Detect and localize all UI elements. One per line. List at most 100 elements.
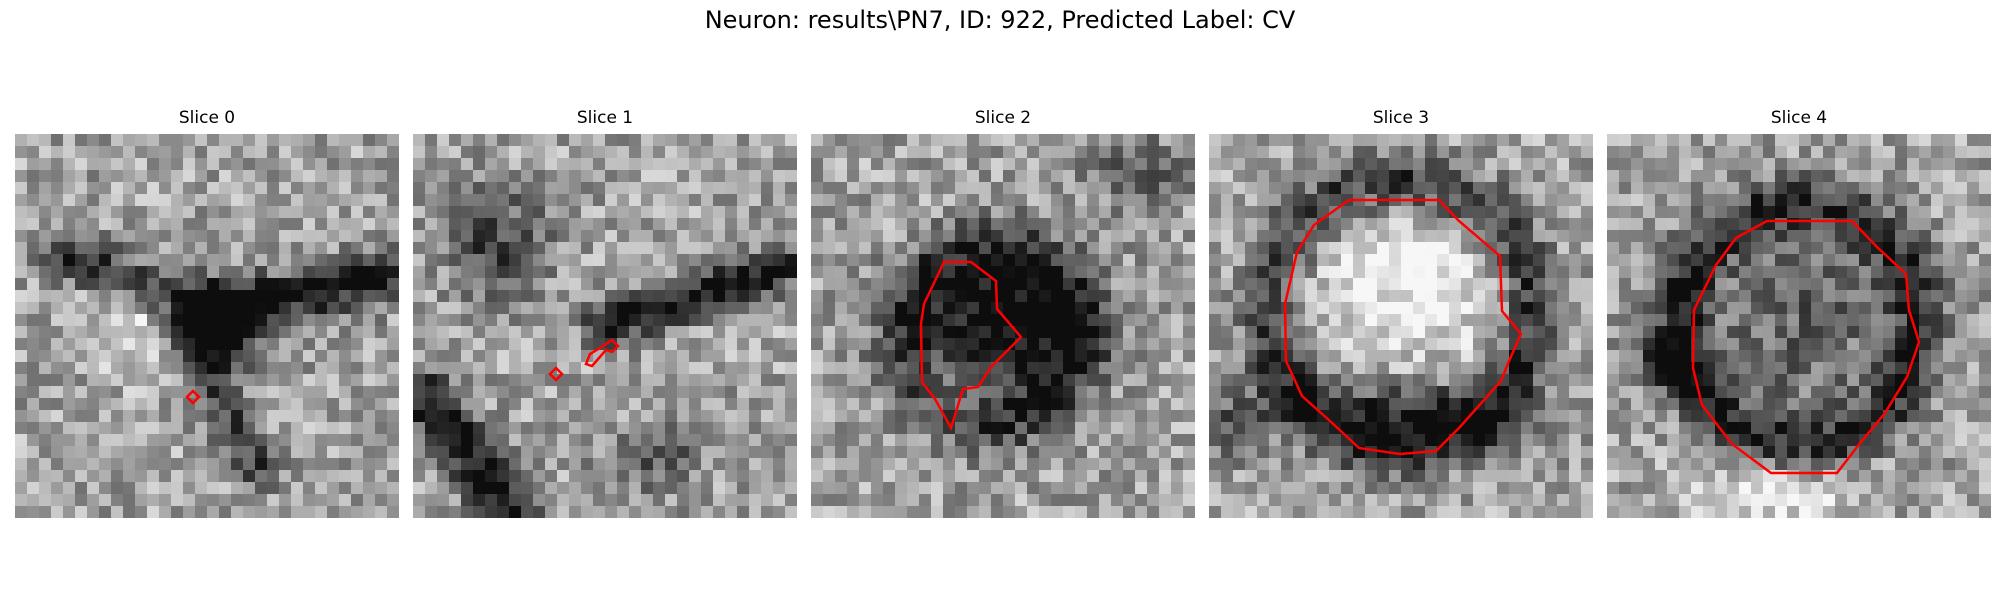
image-pixel — [1799, 146, 1812, 159]
image-pixel — [1473, 194, 1486, 207]
image-pixel — [1269, 386, 1282, 399]
image-pixel — [1521, 398, 1534, 411]
image-pixel — [231, 206, 244, 219]
image-pixel — [509, 422, 522, 435]
image-pixel — [1171, 182, 1184, 195]
image-pixel — [1799, 230, 1812, 243]
image-pixel — [39, 194, 52, 207]
image-pixel — [473, 290, 486, 303]
image-pixel — [1317, 458, 1330, 471]
slice-image-4 — [1607, 134, 1991, 518]
image-pixel — [761, 134, 774, 147]
image-pixel — [327, 206, 340, 219]
image-pixel — [413, 398, 426, 411]
image-pixel — [339, 134, 352, 147]
image-pixel — [967, 398, 980, 411]
image-pixel — [581, 194, 594, 207]
image-pixel — [1003, 434, 1016, 447]
image-pixel — [1123, 254, 1136, 267]
image-pixel — [497, 146, 510, 159]
image-pixel — [1015, 290, 1028, 303]
image-pixel — [485, 386, 498, 399]
image-pixel — [1341, 338, 1354, 351]
image-pixel — [1545, 410, 1558, 423]
image-pixel — [1123, 326, 1136, 339]
image-pixel — [303, 326, 316, 339]
image-pixel — [387, 398, 399, 411]
image-pixel — [883, 194, 896, 207]
image-pixel — [1365, 398, 1378, 411]
image-pixel — [1679, 254, 1692, 267]
image-pixel — [1365, 338, 1378, 351]
image-pixel — [39, 434, 52, 447]
image-pixel — [749, 278, 762, 291]
image-pixel — [1075, 266, 1088, 279]
image-pixel — [725, 494, 738, 507]
image-pixel — [1051, 182, 1064, 195]
image-pixel — [315, 242, 328, 255]
image-pixel — [1353, 350, 1366, 363]
image-pixel — [255, 434, 268, 447]
image-pixel — [99, 470, 112, 483]
image-pixel — [123, 230, 136, 243]
image-pixel — [653, 206, 666, 219]
image-pixel — [1341, 218, 1354, 231]
image-pixel — [1871, 266, 1884, 279]
image-pixel — [557, 170, 570, 183]
image-pixel — [1485, 446, 1498, 459]
image-pixel — [1763, 278, 1776, 291]
image-pixel — [1353, 314, 1366, 327]
image-pixel — [1039, 434, 1052, 447]
image-pixel — [461, 446, 474, 459]
image-pixel — [39, 266, 52, 279]
image-pixel — [1811, 422, 1824, 435]
image-pixel — [75, 374, 88, 387]
image-pixel — [99, 482, 112, 495]
image-pixel — [1883, 386, 1896, 399]
image-pixel — [1787, 134, 1800, 147]
image-pixel — [437, 182, 450, 195]
image-pixel — [279, 362, 292, 375]
image-pixel — [87, 398, 100, 411]
image-pixel — [1341, 182, 1354, 195]
image-pixel — [171, 410, 184, 423]
image-pixel — [1003, 302, 1016, 315]
image-pixel — [581, 254, 594, 267]
image-pixel — [1099, 170, 1112, 183]
image-pixel — [1389, 434, 1402, 447]
image-pixel — [497, 194, 510, 207]
image-pixel — [931, 182, 944, 195]
image-pixel — [1619, 278, 1632, 291]
image-pixel — [1691, 194, 1704, 207]
image-pixel — [725, 170, 738, 183]
image-pixel — [773, 350, 786, 363]
image-pixel — [1643, 458, 1656, 471]
image-pixel — [123, 278, 136, 291]
image-pixel — [99, 506, 112, 518]
image-pixel — [1533, 254, 1546, 267]
image-pixel — [473, 446, 486, 459]
image-pixel — [267, 170, 280, 183]
image-pixel — [847, 422, 860, 435]
image-pixel — [315, 446, 328, 459]
image-pixel — [1305, 242, 1318, 255]
image-pixel — [895, 230, 908, 243]
image-pixel — [1847, 206, 1860, 219]
image-pixel — [1655, 278, 1668, 291]
image-pixel — [111, 314, 124, 327]
image-pixel — [907, 302, 920, 315]
image-pixel — [1087, 230, 1100, 243]
image-pixel — [665, 338, 678, 351]
image-pixel — [1521, 410, 1534, 423]
image-pixel — [147, 470, 160, 483]
image-pixel — [737, 446, 750, 459]
image-pixel — [63, 218, 76, 231]
image-pixel — [811, 266, 824, 279]
image-pixel — [1245, 182, 1258, 195]
image-pixel — [689, 134, 702, 147]
image-pixel — [1003, 506, 1016, 518]
image-pixel — [1643, 446, 1656, 459]
image-pixel — [63, 194, 76, 207]
image-pixel — [243, 494, 256, 507]
image-pixel — [737, 134, 750, 147]
